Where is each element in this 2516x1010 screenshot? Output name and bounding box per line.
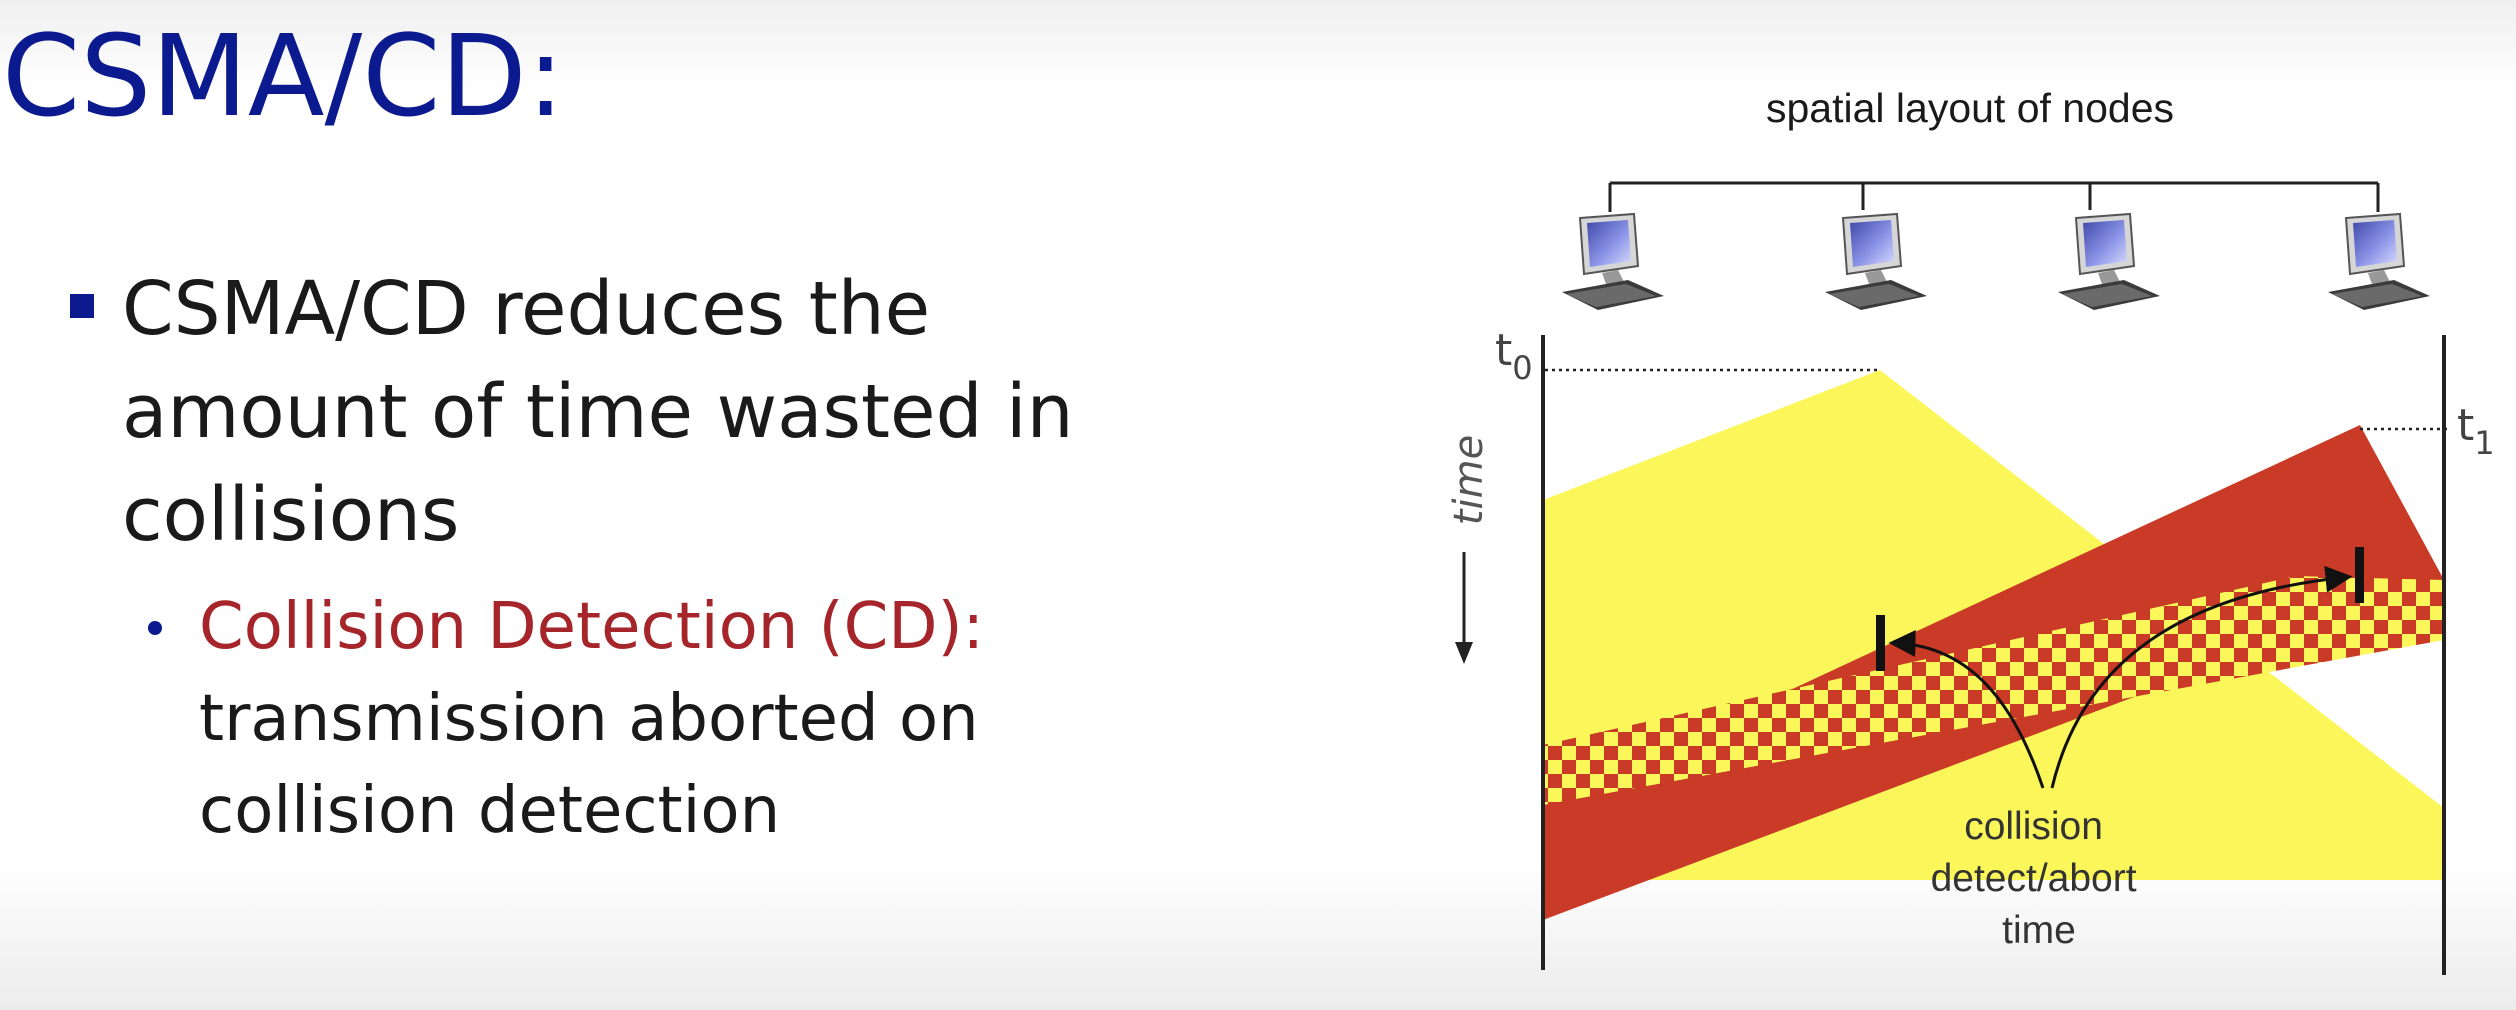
t0-label: t0 xyxy=(1495,325,1533,387)
node-computer-2 xyxy=(1825,212,1927,310)
time-axis-label: time xyxy=(1446,435,1492,525)
spatial-layout-label: spatial layout of nodes xyxy=(1766,85,2174,131)
desktop-computer-icon xyxy=(2328,212,2430,310)
sub-bullet: Collision Detection (CD): transmission a… xyxy=(145,581,1145,857)
sub-bullet-body: Collision Detection (CD): transmission a… xyxy=(199,581,1145,857)
node-computer-3 xyxy=(2058,212,2160,310)
square-bullet-icon xyxy=(70,294,94,318)
main-bullet-text: CSMA/CD reduces the amount of time waste… xyxy=(122,266,1074,558)
main-bullet: CSMA/CD reduces the amount of time waste… xyxy=(70,258,1190,567)
desktop-computer-icon xyxy=(2058,212,2160,310)
t1-label: t1 xyxy=(2457,400,2495,462)
annotation-arrow-right xyxy=(2050,565,2353,789)
dot-bullet-icon xyxy=(148,621,162,635)
abort-marker-right xyxy=(2355,547,2364,603)
desktop-computer-icon xyxy=(1562,212,1664,310)
desktop-computer-icon xyxy=(1825,212,1927,310)
annotation-arrow-left xyxy=(1888,630,2045,789)
csma-cd-diagram: spatial layout of nodes xyxy=(1380,60,2516,1010)
node-computer-4 xyxy=(2328,212,2430,310)
collision-annotation: collision detect/abort time xyxy=(1931,805,2148,952)
abort-marker-left xyxy=(1876,615,1885,671)
sub-bullet-text: transmission aborted on collision detect… xyxy=(199,682,979,848)
node-bus xyxy=(1608,181,2380,212)
collision-detection-term: Collision Detection (CD): xyxy=(199,590,985,664)
time-arrow-icon xyxy=(1455,552,1473,664)
node-computer-1 xyxy=(1562,212,1664,310)
slide-title: CSMA/CD: xyxy=(2,12,565,142)
